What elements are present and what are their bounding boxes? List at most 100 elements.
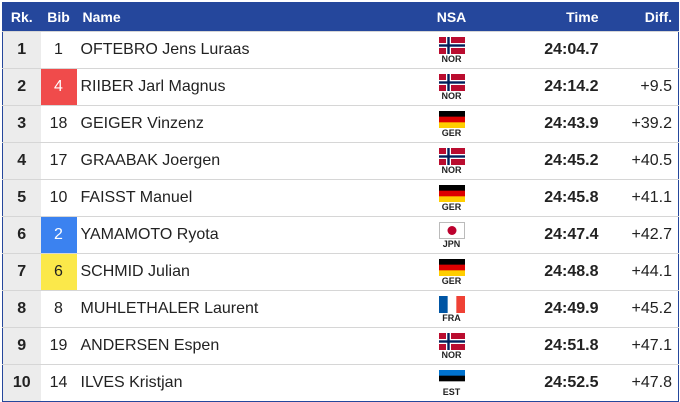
flag-part bbox=[438, 81, 465, 84]
diff: +41.1 bbox=[604, 179, 679, 217]
flag-part bbox=[438, 155, 465, 158]
athlete-name: YAMAMOTO Ryota bbox=[76, 216, 407, 254]
flag bbox=[438, 259, 465, 276]
nsa-cell: EST bbox=[406, 364, 497, 402]
nsa-code: GER bbox=[441, 276, 462, 286]
result-row: 3 18 GEIGER Vinzenz GER 24:43.9 +39.2 bbox=[2, 105, 679, 143]
rank: 4 bbox=[2, 142, 41, 180]
rank: 7 bbox=[2, 253, 41, 291]
athlete-name: RIIBER Jarl Magnus bbox=[76, 68, 407, 106]
header-row: Rk. Bib Name NSA Time Diff. bbox=[2, 2, 679, 32]
time: 24:04.7 bbox=[496, 31, 605, 69]
flag-part bbox=[438, 296, 448, 313]
column-header: Rk. bbox=[10, 9, 33, 25]
diff: +39.2 bbox=[604, 105, 679, 143]
rank: 8 bbox=[2, 290, 41, 328]
nsa-cell: NOR bbox=[406, 142, 497, 180]
athlete-name: MUHLETHALER Laurent bbox=[76, 290, 407, 328]
diff: +9.5 bbox=[604, 68, 679, 106]
bib-cell: 1 bbox=[40, 31, 77, 69]
table-body: 1 1 OFTEBRO Jens Luraas NOR 24:04.7 2 4 RIIBER … bbox=[2, 31, 679, 402]
result-row: 6 2 YAMAMOTO Ryota JPN 24:47.4 +42.7 bbox=[2, 216, 679, 254]
bib: 2 bbox=[40, 217, 77, 253]
flag bbox=[438, 296, 465, 313]
bib-cell: 2 bbox=[40, 216, 77, 254]
diff-empty bbox=[604, 31, 679, 69]
result-row: 10 14 ILVES Kristjan EST 24:52.5 +47.8 bbox=[2, 364, 679, 402]
flag-part bbox=[447, 226, 456, 235]
rank: 6 bbox=[2, 216, 41, 254]
nsa-cell: GER bbox=[406, 179, 497, 217]
nsa-code: NOR bbox=[441, 91, 462, 101]
result-row: 2 4 RIIBER Jarl Magnus NOR 24:14.2 +9.5 bbox=[2, 68, 679, 106]
time: 24:48.8 bbox=[496, 253, 605, 291]
flag bbox=[438, 333, 465, 350]
diff: +42.7 bbox=[604, 216, 679, 254]
flag-part bbox=[438, 264, 465, 271]
flag bbox=[438, 74, 465, 91]
flag-part bbox=[438, 111, 465, 117]
bib: 19 bbox=[49, 337, 68, 354]
nsa-cell: NOR bbox=[406, 68, 497, 106]
flag-part bbox=[438, 116, 465, 123]
nsa-code: NOR bbox=[441, 165, 462, 175]
column-header: Time bbox=[566, 9, 599, 25]
result-row: 4 17 GRAABAK Joergen NOR 24:45.2 +40.5 bbox=[2, 142, 679, 180]
result-row: 5 10 FAISST Manuel GER 24:45.8 +41.1 bbox=[2, 179, 679, 217]
athlete-name: OFTEBRO Jens Luraas bbox=[76, 31, 407, 69]
bib: 4 bbox=[40, 69, 77, 105]
rank: 3 bbox=[2, 105, 41, 143]
athlete-name: FAISST Manuel bbox=[76, 179, 407, 217]
flag-part bbox=[438, 185, 465, 191]
athlete-name: GEIGER Vinzenz bbox=[76, 105, 407, 143]
nsa-cell: GER bbox=[406, 253, 497, 291]
diff: +40.5 bbox=[604, 142, 679, 180]
time: 24:49.9 bbox=[496, 290, 605, 328]
column-header: Bib bbox=[47, 9, 70, 25]
result-row: 7 6 SCHMID Julian GER 24:48.8 +44.1 bbox=[2, 253, 679, 291]
flag bbox=[438, 185, 465, 202]
diff: +47.8 bbox=[604, 364, 679, 402]
nsa-code: NOR bbox=[441, 54, 462, 64]
bib: 14 bbox=[49, 374, 68, 391]
bib-cell: 10 bbox=[40, 179, 77, 217]
nsa-cell: JPN bbox=[406, 216, 497, 254]
time: 24:14.2 bbox=[496, 68, 605, 106]
flag-part bbox=[438, 381, 465, 387]
bib: 8 bbox=[54, 300, 63, 317]
bib: 17 bbox=[49, 152, 68, 169]
bib-cell: 8 bbox=[40, 290, 77, 328]
bib-cell: 14 bbox=[40, 364, 77, 402]
athlete-name: ANDERSEN Espen bbox=[76, 327, 407, 365]
bib: 6 bbox=[40, 254, 77, 290]
nsa-cell: GER bbox=[406, 105, 497, 143]
athlete-name: SCHMID Julian bbox=[76, 253, 407, 291]
flag bbox=[438, 222, 465, 239]
nsa-code: GER bbox=[441, 128, 462, 138]
bib: 10 bbox=[49, 189, 68, 206]
result-row: 1 1 OFTEBRO Jens Luraas NOR 24:04.7 bbox=[2, 31, 679, 69]
nsa-code: EST bbox=[442, 387, 461, 397]
time: 24:47.4 bbox=[496, 216, 605, 254]
bib-cell: 17 bbox=[40, 142, 77, 180]
rank: 5 bbox=[2, 179, 41, 217]
bib-cell: 6 bbox=[40, 253, 77, 291]
flag-part bbox=[438, 375, 465, 382]
athlete-name: ILVES Kristjan bbox=[76, 364, 407, 402]
flag bbox=[438, 111, 465, 128]
result-row: 8 8 MUHLETHALER Laurent FRA 24:49.9 +45.2 bbox=[2, 290, 679, 328]
time: 24:43.9 bbox=[496, 105, 605, 143]
bib: 1 bbox=[54, 41, 63, 58]
rank: 9 bbox=[2, 327, 41, 365]
flag bbox=[438, 148, 465, 165]
athlete-name: GRAABAK Joergen bbox=[76, 142, 407, 180]
result-row: 9 19 ANDERSEN Espen NOR 24:51.8 +47.1 bbox=[2, 327, 679, 365]
nsa-cell: NOR bbox=[406, 31, 497, 69]
nsa-code: JPN bbox=[442, 239, 461, 249]
diff: +47.1 bbox=[604, 327, 679, 365]
flag-part bbox=[438, 270, 465, 276]
flag-part bbox=[455, 296, 465, 313]
flag-part bbox=[438, 340, 465, 343]
